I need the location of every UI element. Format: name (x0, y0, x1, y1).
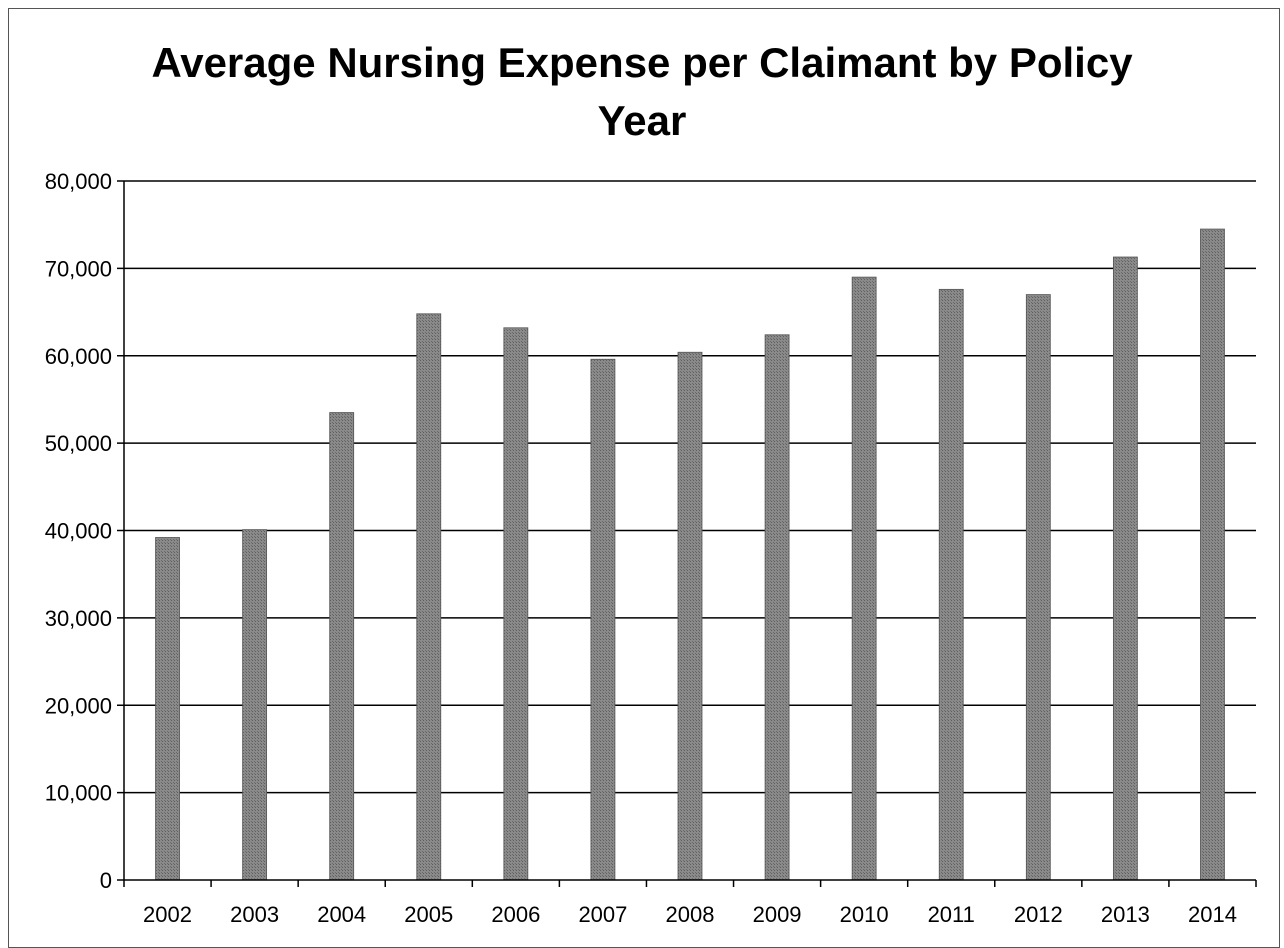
y-tick-label: 30,000 (45, 606, 112, 631)
bar-2010 (851, 276, 877, 881)
bar-2012 (1025, 294, 1051, 881)
y-tick-label: 10,000 (45, 781, 112, 806)
chart-title-line1: Average Nursing Expense per Claimant by … (151, 39, 1133, 86)
x-tick-label: 2007 (578, 902, 627, 927)
y-tick-label: 70,000 (45, 256, 112, 281)
bar-2002 (155, 537, 180, 881)
bar-2014 (1200, 228, 1225, 881)
x-tick-label: 2012 (1014, 902, 1063, 927)
x-tick-label: 2003 (230, 902, 279, 927)
bar-2003 (242, 529, 268, 881)
bar-2004 (329, 412, 355, 881)
x-tick-label: 2011 (928, 902, 975, 927)
x-tick-label: 2002 (143, 902, 192, 927)
x-tick-label: 2010 (840, 902, 889, 927)
x-tick-label: 2006 (491, 902, 540, 927)
chart-title: Average Nursing Expense per Claimant by … (0, 34, 1284, 150)
y-tick-label: 0 (100, 868, 112, 893)
bar-2005 (416, 313, 442, 881)
x-tick-label: 2009 (753, 902, 802, 927)
y-tick-label: 20,000 (45, 693, 112, 718)
y-tick-label: 50,000 (45, 431, 112, 456)
tick-labels: 0 10,000 20,000 30,000 40,000 50,000 60,000 70,… (45, 169, 1237, 927)
bar-2006 (503, 327, 529, 881)
bar-2011 (938, 288, 964, 881)
x-tick-label: 2014 (1188, 902, 1237, 927)
bar-2008 (677, 351, 703, 881)
bar-2007 (590, 358, 616, 881)
axes (117, 180, 1257, 887)
x-tick-label: 2008 (666, 902, 715, 927)
y-tick-label: 40,000 (45, 519, 112, 544)
x-tick-label: 2013 (1101, 902, 1150, 927)
bar-2009 (764, 334, 790, 881)
x-tick-label: 2005 (404, 902, 453, 927)
bars (155, 228, 1225, 881)
bar-2013 (1112, 256, 1138, 881)
x-tick-label: 2004 (317, 902, 366, 927)
chart-title-line2: Year (597, 97, 687, 144)
y-tick-label: 60,000 (45, 344, 112, 369)
y-tick-label: 80,000 (45, 169, 112, 194)
